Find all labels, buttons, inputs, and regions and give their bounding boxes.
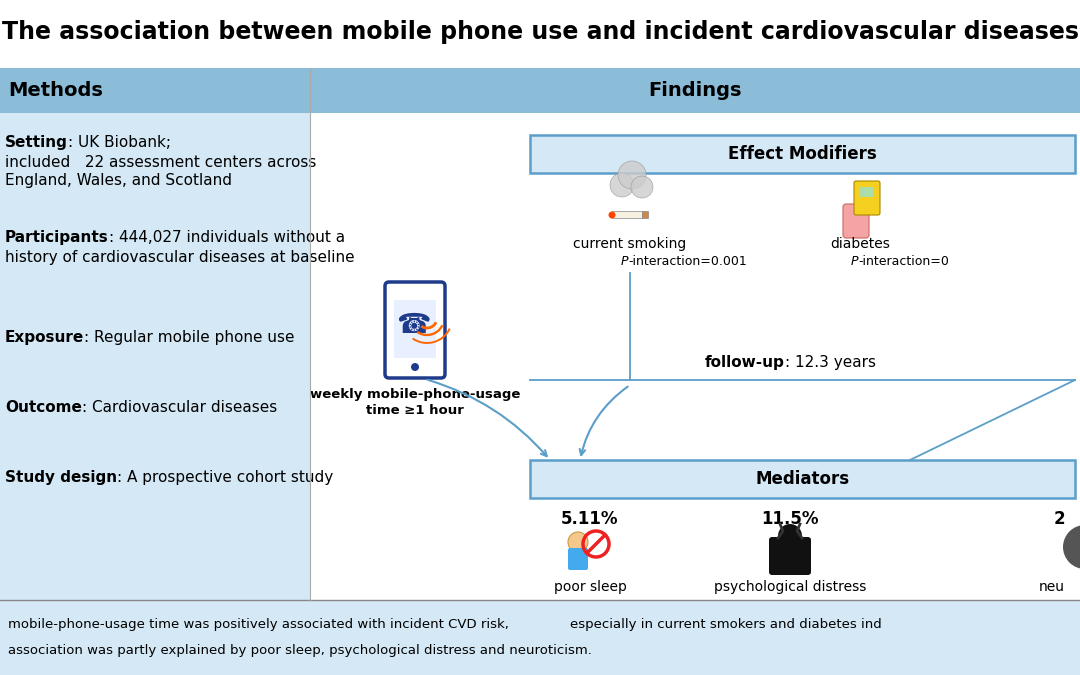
Bar: [394, 300, 436, 358]
Circle shape: [631, 176, 653, 198]
Text: follow-up: follow-up: [705, 355, 785, 370]
Text: : UK Biobank;: : UK Biobank;: [68, 135, 171, 150]
Text: weekly mobile-phone-usage: weekly mobile-phone-usage: [310, 388, 521, 401]
Bar: [310, 113, 1080, 600]
Bar: [860, 187, 874, 197]
Circle shape: [608, 211, 616, 219]
Circle shape: [618, 161, 646, 189]
FancyBboxPatch shape: [530, 135, 1075, 173]
Circle shape: [610, 173, 634, 197]
FancyBboxPatch shape: [568, 548, 588, 570]
Text: Exposure: Exposure: [5, 330, 84, 345]
FancyBboxPatch shape: [769, 537, 811, 575]
FancyBboxPatch shape: [854, 181, 880, 215]
Text: Methods: Methods: [8, 81, 103, 100]
FancyBboxPatch shape: [530, 460, 1075, 498]
Text: : Regular mobile phone use: : Regular mobile phone use: [84, 330, 295, 345]
Bar: [0, 68, 310, 113]
FancyBboxPatch shape: [843, 204, 869, 238]
Text: : 12.3 years: : 12.3 years: [785, 355, 876, 370]
Text: history of cardiovascular diseases at baseline: history of cardiovascular diseases at ba…: [5, 250, 354, 265]
Circle shape: [1063, 525, 1080, 569]
Text: time ≥1 hour: time ≥1 hour: [366, 404, 464, 417]
Text: association was partly explained by poor sleep, psychological distress and neuro: association was partly explained by poor…: [8, 644, 592, 657]
Circle shape: [778, 524, 802, 548]
Bar: [642, 211, 648, 218]
Text: included   22 assessment centers across: included 22 assessment centers across: [5, 155, 316, 170]
Text: Findings: Findings: [648, 81, 742, 100]
Text: psychological distress: psychological distress: [714, 580, 866, 594]
Text: poor sleep: poor sleep: [554, 580, 626, 594]
Text: current smoking: current smoking: [573, 237, 687, 251]
Text: 11.5%: 11.5%: [761, 510, 819, 528]
Text: mobile-phone-usage time was positively associated with incident CVD risk,: mobile-phone-usage time was positively a…: [8, 618, 509, 631]
Text: Participants: Participants: [5, 230, 109, 245]
Text: : Cardiovascular diseases: : Cardiovascular diseases: [82, 400, 278, 415]
Text: Study design: Study design: [5, 470, 117, 485]
Text: P: P: [621, 255, 627, 268]
Text: Effect Modifiers: Effect Modifiers: [728, 145, 877, 163]
Text: P: P: [851, 255, 858, 268]
Text: The association between mobile phone use and incident cardiovascular diseases: The association between mobile phone use…: [1, 20, 1079, 44]
FancyBboxPatch shape: [384, 282, 445, 378]
Text: -interaction=0: -interaction=0: [858, 255, 949, 268]
Text: Outcome: Outcome: [5, 400, 82, 415]
Bar: [0, 113, 310, 600]
Text: 5.11%: 5.11%: [562, 510, 619, 528]
Text: ☎: ☎: [395, 311, 430, 339]
Text: especially in current smokers and diabetes ind: especially in current smokers and diabet…: [570, 618, 881, 631]
Bar: [612, 211, 642, 218]
Text: 2: 2: [1053, 510, 1065, 528]
Circle shape: [411, 363, 419, 371]
Text: : A prospective cohort study: : A prospective cohort study: [117, 470, 334, 485]
Text: Mediators: Mediators: [755, 470, 850, 488]
Text: diabetes: diabetes: [831, 237, 890, 251]
Text: -interaction=0.001: -interaction=0.001: [627, 255, 746, 268]
Text: : 444,027 individuals without a: : 444,027 individuals without a: [109, 230, 345, 245]
Bar: [310, 68, 1080, 113]
Text: Setting: Setting: [5, 135, 68, 150]
Text: England, Wales, and Scotland: England, Wales, and Scotland: [5, 173, 232, 188]
Circle shape: [568, 532, 588, 552]
Text: neu: neu: [1039, 580, 1065, 594]
Bar: [0, 600, 1080, 675]
